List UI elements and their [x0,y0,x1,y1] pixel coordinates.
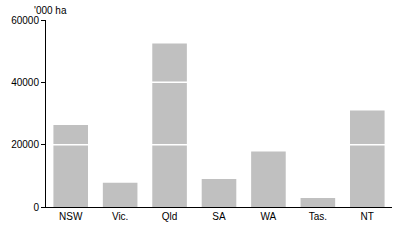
svg-text:NT: NT [361,211,374,222]
svg-text:SA: SA [212,211,226,222]
svg-text:60000: 60000 [11,15,39,26]
svg-text:Tas.: Tas. [309,211,327,222]
svg-text:Vic.: Vic. [112,211,129,222]
svg-text:Qld: Qld [162,211,178,222]
svg-text:0: 0 [33,202,39,213]
svg-text:WA: WA [261,211,277,222]
svg-text:NSW: NSW [59,211,83,222]
svg-text:'000 ha: '000 ha [34,5,67,16]
svg-text:20000: 20000 [11,139,39,150]
svg-text:40000: 40000 [11,77,39,88]
